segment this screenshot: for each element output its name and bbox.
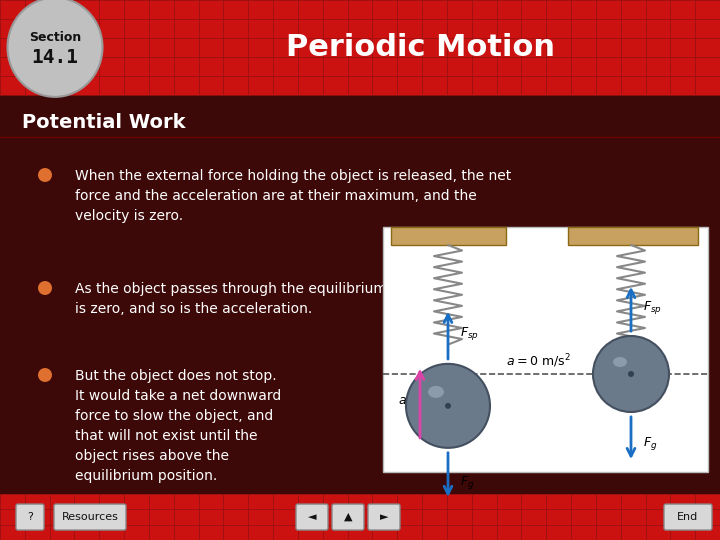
FancyBboxPatch shape [664,504,712,530]
Text: $a = 0\ \mathrm{m/s^2}$: $a = 0\ \mathrm{m/s^2}$ [505,353,570,370]
Circle shape [38,168,52,182]
Bar [383,227,708,472]
Text: $F_{sp}$: $F_{sp}$ [643,300,662,316]
Text: $F_g$: $F_g$ [643,435,657,453]
Circle shape [406,364,490,448]
Text: ◄: ◄ [307,512,316,522]
FancyBboxPatch shape [54,504,126,530]
Text: Section: Section [29,31,81,44]
Bar [568,227,698,245]
Circle shape [445,403,451,409]
Text: ►: ► [379,512,388,522]
Text: ?: ? [27,512,33,522]
Text: $F_{sp}$: $F_{sp}$ [460,325,479,342]
Circle shape [628,371,634,377]
Circle shape [38,368,52,382]
Text: End: End [678,512,698,522]
Bar [0,494,720,540]
FancyBboxPatch shape [332,504,364,530]
Circle shape [593,336,669,412]
Bar [0,94,720,494]
Text: Resources: Resources [62,512,118,522]
Text: $F_g$: $F_g$ [460,474,474,491]
Text: But the object does not stop.
It would take a net downward
force to slow the obj: But the object does not stop. It would t… [75,369,282,483]
Text: 14.1: 14.1 [32,48,78,67]
Circle shape [38,281,52,295]
Bar [0,0,720,94]
Text: Periodic Motion: Periodic Motion [286,33,554,62]
Text: As the object passes through the equilibrium point, the net force
is zero, and s: As the object passes through the equilib… [75,282,525,316]
Ellipse shape [428,386,444,398]
Ellipse shape [613,357,627,367]
Bar [391,227,506,245]
Text: ▲: ▲ [343,512,352,522]
FancyBboxPatch shape [368,504,400,530]
Text: Potential Work: Potential Work [22,113,186,132]
FancyBboxPatch shape [16,504,44,530]
Text: When the external force holding the object is released, the net
force and the ac: When the external force holding the obje… [75,169,511,223]
Text: $a$: $a$ [398,394,407,407]
Ellipse shape [7,0,102,97]
FancyBboxPatch shape [296,504,328,530]
